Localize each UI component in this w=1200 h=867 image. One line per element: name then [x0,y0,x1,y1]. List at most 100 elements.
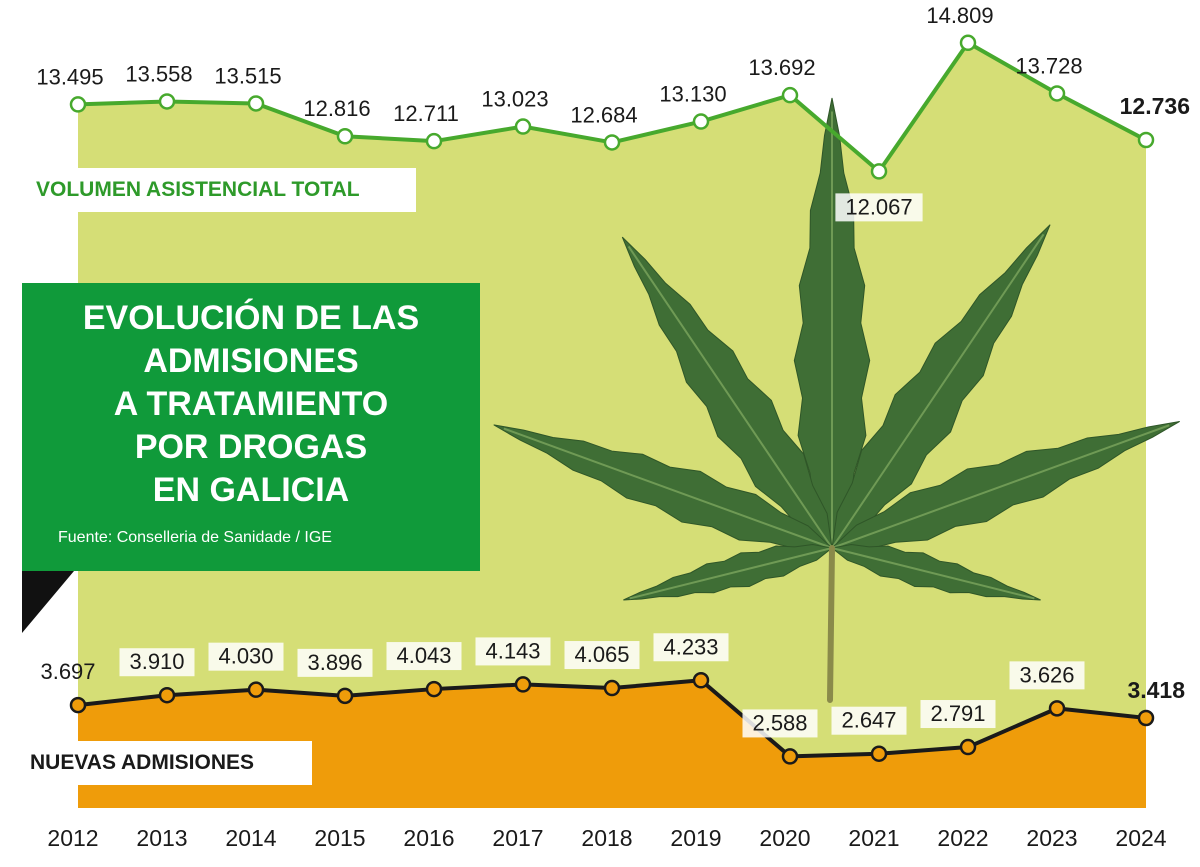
data-label: 13.130 [659,82,726,107]
data-label: 13.692 [748,55,815,80]
data-label: 3.626 [1019,662,1074,687]
title-line: EVOLUCIÓN DE LAS [82,299,420,337]
point-volumen [603,134,621,151]
data-label: 13.023 [481,87,548,112]
x-tick-label: 2017 [492,825,543,851]
data-label-bg [386,642,462,671]
leaflet [830,420,1180,551]
data-label: 12.736 [1120,93,1190,119]
data-labels: 13.495 13.558 13.515 12.816 12.711 13.023 12.6… [36,3,1190,738]
x-tick-label: 2023 [1026,825,1077,851]
title-line: POR DROGAS [134,428,368,466]
data-label-bg [835,193,923,222]
point-admisiones [247,681,265,698]
point-admisiones [870,745,888,762]
leaflet-vein [503,427,833,549]
point-admisiones [959,738,977,756]
data-label: 3.418 [1127,677,1185,703]
x-tick-label: 2015 [314,825,365,851]
point-admisiones [692,672,710,689]
x-tick-label: 2024 [1115,825,1166,851]
data-label-bg [920,700,996,729]
title-box-notch [22,571,74,633]
data-label-bg [742,709,818,738]
data-label: 12.816 [303,96,370,121]
series-title-volumen: VOLUMEN ASISTENCIAL TOTAL [30,168,416,212]
data-label: 13.495 [36,64,103,89]
data-label: 4.143 [485,638,540,663]
title-line: ADMISIONES [143,342,359,380]
leaflet [623,543,834,601]
data-label-bg [1009,661,1085,690]
title-line: A TRATAMIENTO [113,385,389,423]
data-label: 13.558 [125,61,192,86]
point-volumen [158,93,176,110]
point-volumen [692,113,710,130]
x-tick-label: 2018 [581,825,632,851]
data-label: 4.043 [396,643,451,668]
point-admisiones [69,696,87,714]
point-admisiones [425,680,443,698]
x-tick-label: 2012 [47,825,98,851]
point-volumen [425,132,443,150]
data-label: 3.697 [40,659,95,684]
data-label-bg [297,648,373,677]
x-tick-label: 2019 [670,825,721,851]
x-axis-tick-labels: 2012 2013 2014 2015 2016 2017 2018 2019 2020 2021… [47,825,1166,851]
area-admisiones [78,680,1146,808]
series-areas [78,42,1146,808]
point-volumen [781,86,799,104]
x-tick-label: 2022 [937,825,988,851]
x-tick-label: 2013 [136,825,187,851]
data-label: 2.647 [841,708,896,733]
data-label: 2.791 [930,701,985,726]
area-volumen [78,42,1146,808]
title-line: EN GALICIA [152,471,350,509]
x-tick-label: 2014 [225,825,276,851]
point-volumen [870,163,888,180]
leaflet [621,236,833,549]
leaflet-vein [831,233,1045,549]
series-title-admisiones: NUEVAS ADMISIONES [22,741,312,785]
title-box: EVOLUCIÓN DE LAS ADMISIONES A TRATAMIENT… [22,283,480,571]
point-admisiones [514,676,532,693]
point-volumen [336,127,354,145]
leaflet-vein [629,547,833,600]
chart-title: EVOLUCIÓN DE LAS ADMISIONES A TRATAMIENT… [22,297,480,512]
data-label: 12.711 [393,101,459,126]
leaf-stem [827,545,835,703]
point-volumen [1048,85,1066,102]
data-label-bg [475,637,551,666]
x-tick-label: 2016 [403,825,454,851]
point-volumen [69,96,87,113]
leaflet-vein [831,424,1170,549]
data-label-bg [564,641,640,670]
data-label: 4.030 [218,644,273,669]
point-volumen [247,95,265,112]
leaflet-vein [831,547,1035,600]
point-admisiones [158,686,176,704]
point-admisiones [1048,700,1066,717]
point-volumen [1137,131,1155,149]
series-lines [69,34,1155,765]
point-admisiones [603,679,621,697]
data-label: 4.233 [663,634,718,659]
data-label: 13.515 [214,63,281,88]
data-label: 2.588 [752,710,807,735]
leaflet-vein [627,245,833,549]
data-label: 12.067 [845,194,912,219]
source-note: Fuente: Conselleria de Sanidade / IGE [58,529,332,546]
data-label-bg [208,642,284,671]
data-label-bg [119,648,195,677]
data-label: 12.684 [570,102,637,127]
data-label: 13.728 [1015,53,1082,78]
data-label: 14.809 [926,3,993,28]
leaflet [831,224,1051,549]
data-label-bg [653,633,729,662]
data-label: 3.910 [129,649,184,674]
leaflet [830,543,1041,601]
point-volumen [959,34,977,52]
data-label: 4.065 [574,642,629,667]
point-admisiones [336,687,354,705]
